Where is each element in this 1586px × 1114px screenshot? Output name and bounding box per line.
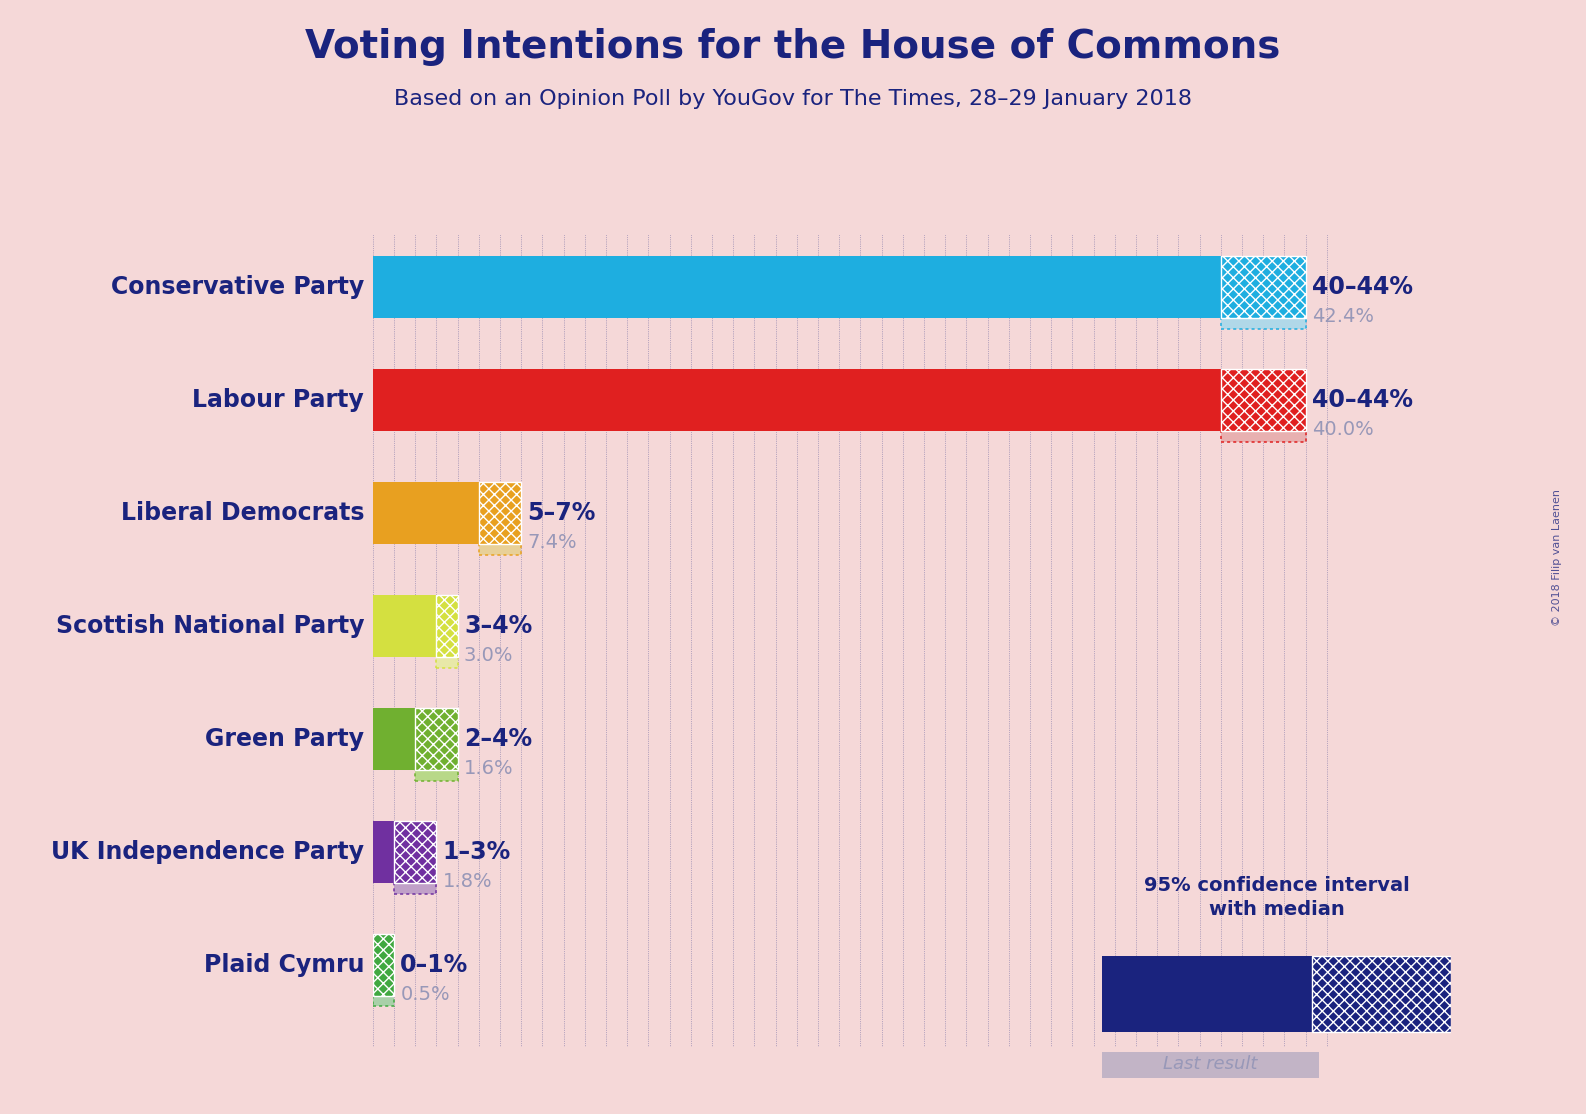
Text: 40–44%: 40–44% [1312, 275, 1413, 299]
Bar [393, 869, 436, 893]
Bar [1221, 304, 1305, 329]
Text: Scottish National Party: Scottish National Party [56, 614, 365, 638]
Bar [479, 482, 522, 544]
Bar [373, 482, 479, 544]
Bar [373, 821, 393, 882]
Text: 95% confidence interval
with median: 95% confidence interval with median [1144, 876, 1410, 919]
Bar [373, 981, 393, 1007]
Text: 42.4%: 42.4% [1312, 306, 1373, 326]
Bar [416, 755, 457, 781]
Bar [373, 595, 436, 657]
Text: Liberal Democrats: Liberal Democrats [121, 501, 365, 525]
Bar [436, 643, 457, 667]
Bar [393, 869, 436, 893]
Text: 1.8%: 1.8% [442, 871, 492, 890]
Bar [1221, 369, 1305, 431]
Bar [416, 707, 457, 770]
Bar [393, 821, 436, 882]
Bar [1102, 1052, 1318, 1078]
Bar [373, 934, 393, 996]
Bar [1221, 304, 1305, 329]
Bar [436, 595, 457, 657]
Text: 0.5%: 0.5% [400, 985, 450, 1004]
Bar [1102, 956, 1312, 1032]
Bar [479, 530, 522, 555]
Text: Plaid Cymru: Plaid Cymru [203, 952, 365, 977]
Text: 40–44%: 40–44% [1312, 388, 1413, 412]
Bar [373, 369, 1221, 431]
Bar [479, 530, 522, 555]
Bar [1312, 956, 1451, 1032]
Bar [416, 755, 457, 781]
Text: © 2018 Filip van Laenen: © 2018 Filip van Laenen [1553, 489, 1562, 625]
Text: 3–4%: 3–4% [463, 614, 533, 638]
Text: Labour Party: Labour Party [192, 388, 365, 412]
Bar [1221, 417, 1305, 442]
Text: 1.6%: 1.6% [463, 759, 514, 778]
Text: Last result: Last result [1163, 1055, 1258, 1073]
Text: UK Independence Party: UK Independence Party [51, 840, 365, 863]
Bar [1221, 256, 1305, 319]
Text: 2–4%: 2–4% [463, 726, 531, 751]
Text: Green Party: Green Party [205, 726, 365, 751]
Bar [373, 707, 416, 770]
Text: Conservative Party: Conservative Party [111, 275, 365, 299]
Text: 1–3%: 1–3% [442, 840, 511, 863]
Bar [373, 981, 393, 1007]
Text: 7.4%: 7.4% [528, 532, 577, 551]
Text: Based on an Opinion Poll by YouGov for The Times, 28–29 January 2018: Based on an Opinion Poll by YouGov for T… [393, 89, 1193, 109]
Text: 5–7%: 5–7% [528, 501, 596, 525]
Text: 3.0%: 3.0% [463, 646, 514, 665]
Text: 40.0%: 40.0% [1312, 420, 1373, 439]
Bar [373, 256, 1221, 319]
Text: Voting Intentions for the House of Commons: Voting Intentions for the House of Commo… [306, 28, 1280, 66]
Bar [1221, 417, 1305, 442]
Text: 0–1%: 0–1% [400, 952, 468, 977]
Bar [436, 643, 457, 667]
